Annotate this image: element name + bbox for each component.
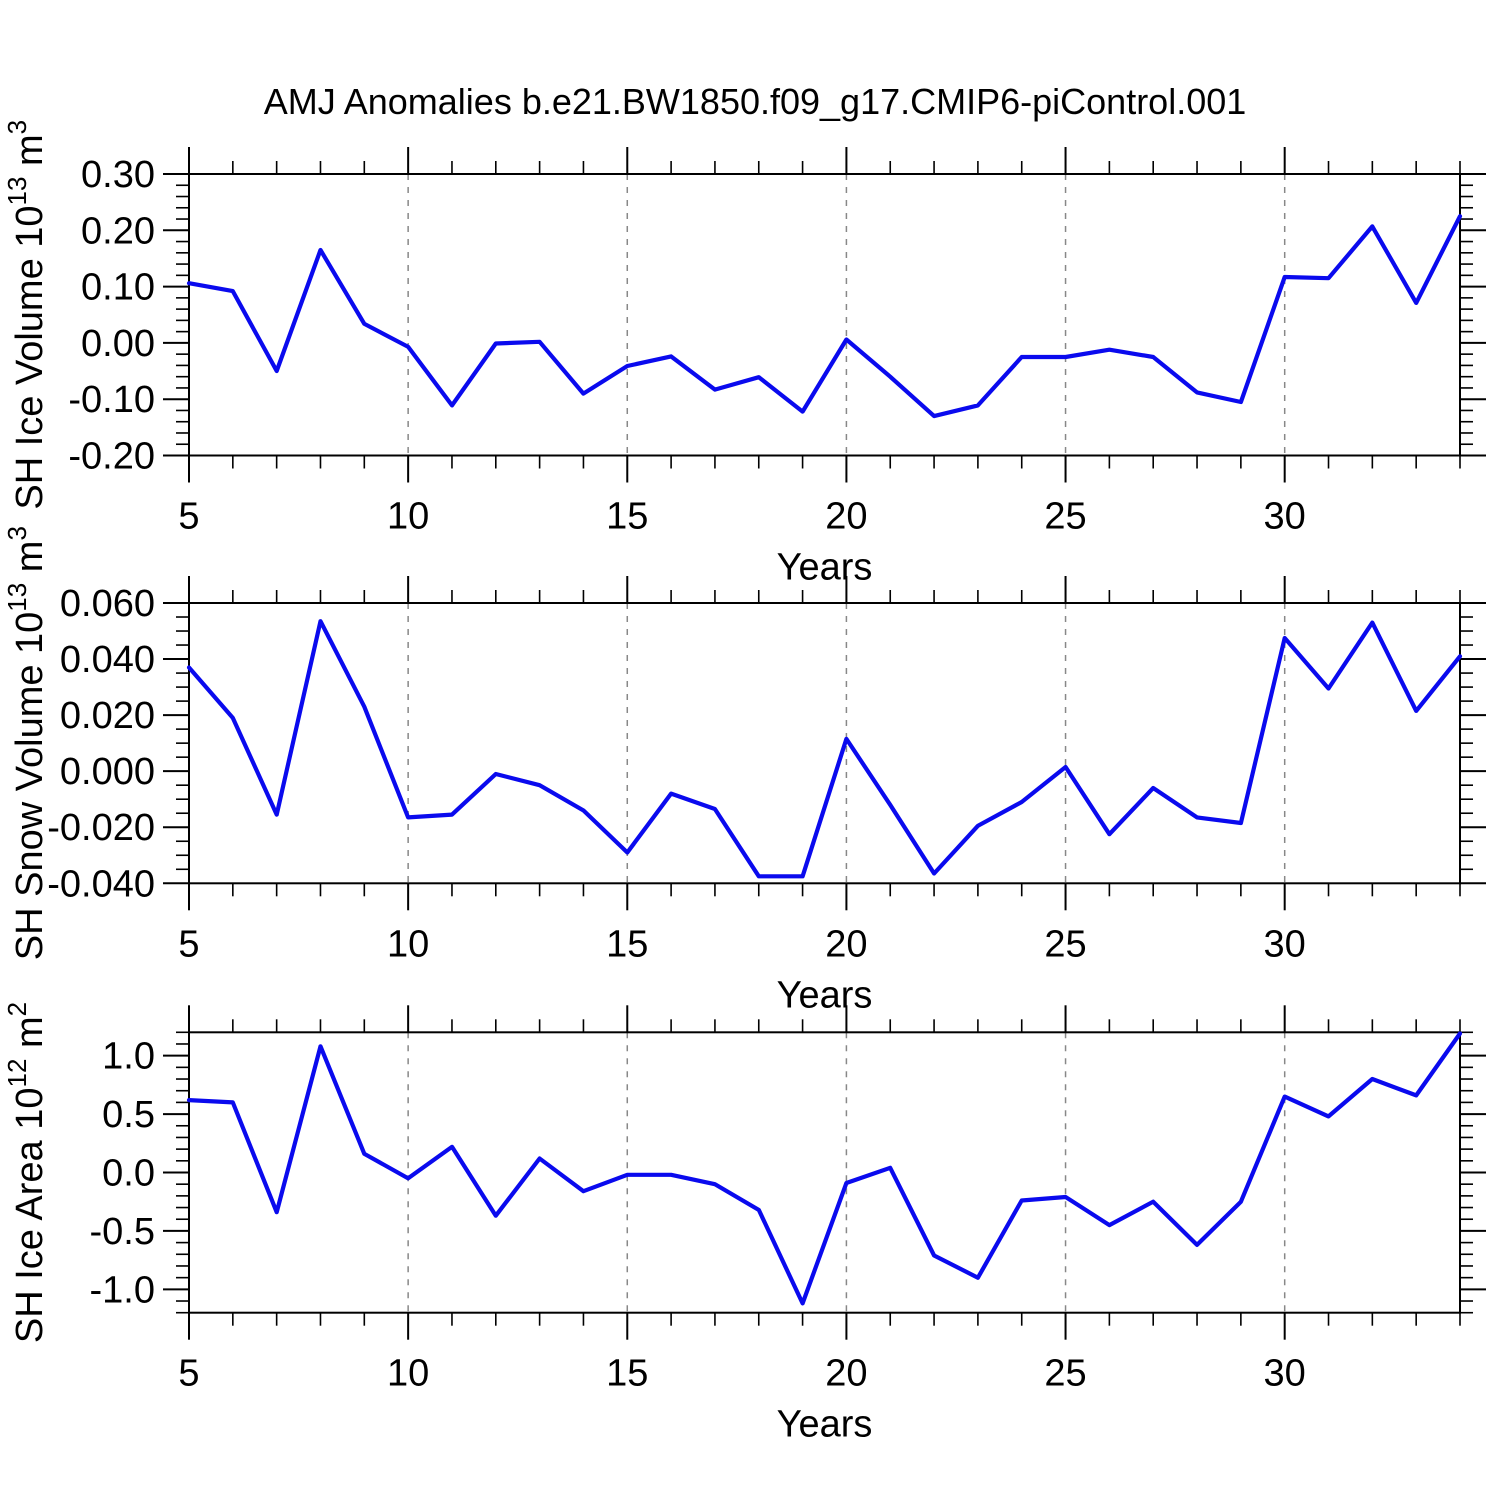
x-tick-label: 25 — [1044, 1353, 1086, 1395]
series-line — [186, 619, 1463, 879]
y-axis-title: SH Ice Volume 1013 m3 — [2, 120, 51, 510]
y-tick-label: 0.10 — [81, 267, 155, 309]
x-tick-label: 30 — [1264, 923, 1306, 965]
x-tick-label: 10 — [387, 1353, 429, 1395]
y-axis-title: SH Ice Area 1012 m2 — [2, 1002, 51, 1343]
x-tick-label: 25 — [1044, 923, 1086, 965]
x-tick-label: 20 — [825, 923, 867, 965]
y-tick-label: 0.060 — [60, 583, 155, 625]
x-tick-label: 30 — [1264, 496, 1306, 538]
y-tick-label: 0.00 — [81, 323, 155, 365]
y-tick-label: 0.20 — [81, 210, 155, 252]
x-axis-title: Years — [777, 1404, 873, 1446]
y-tick-label: 1.0 — [102, 1036, 155, 1078]
y-tick-label: -0.5 — [90, 1211, 155, 1253]
x-tick-label: 30 — [1264, 1353, 1306, 1395]
chart-title: AMJ Anomalies b.e21.BW1850.f09_g17.CMIP6… — [263, 81, 1247, 122]
x-tick-label: 25 — [1044, 496, 1086, 538]
x-tick-label: 5 — [178, 923, 199, 965]
x-tick-label: 10 — [387, 496, 429, 538]
y-tick-label: -1.0 — [90, 1269, 155, 1311]
y-tick-label: -0.10 — [68, 379, 155, 421]
y-tick-label: 0.020 — [60, 695, 155, 737]
y-tick-label: -0.040 — [47, 863, 155, 905]
x-tick-label: 15 — [606, 923, 648, 965]
x-tick-label: 15 — [606, 1353, 648, 1395]
series-line — [186, 214, 1463, 419]
y-tick-label: -0.20 — [68, 436, 155, 478]
x-tick-label: 20 — [825, 496, 867, 538]
series-line — [186, 1031, 1463, 1306]
x-tick-label: 10 — [387, 923, 429, 965]
y-tick-label: 0.040 — [60, 639, 155, 681]
plot-frame — [188, 173, 1461, 457]
x-axis-title: Years — [777, 547, 873, 589]
x-axis-title: Years — [777, 974, 873, 1016]
x-tick-label: 20 — [825, 1353, 867, 1395]
y-tick-label: -0.020 — [47, 807, 155, 849]
x-tick-label: 5 — [178, 496, 199, 538]
x-tick-label: 5 — [178, 1353, 199, 1395]
panel-3: 5 10 15 20 25 30 1.0 0.5 0.0 -0.5 -1.0 Years SH Ice … — [2, 1002, 1486, 1446]
y-tick-label: 0.30 — [81, 154, 155, 196]
y-axis-title: SH Snow Volume 1013 m3 — [2, 526, 51, 960]
y-tick-label: 0.0 — [102, 1153, 155, 1195]
panel-2: 5 10 15 20 25 30 0.060 0.040 0.020 0.000 -0.020 -0.… — [2, 526, 1486, 1016]
y-tick-label: 0.5 — [102, 1094, 155, 1136]
plot-frame — [188, 1031, 1461, 1314]
panel-1: 5 10 15 20 25 30 0.30 0.20 0.10 0.00 -0.10 -0.20 Yea… — [2, 120, 1486, 589]
y-tick-label: 0.000 — [60, 751, 155, 793]
x-tick-label: 15 — [606, 496, 648, 538]
